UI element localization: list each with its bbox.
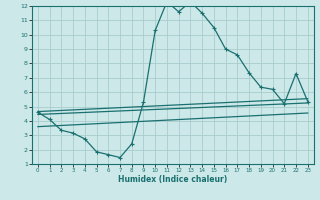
X-axis label: Humidex (Indice chaleur): Humidex (Indice chaleur) — [118, 175, 228, 184]
